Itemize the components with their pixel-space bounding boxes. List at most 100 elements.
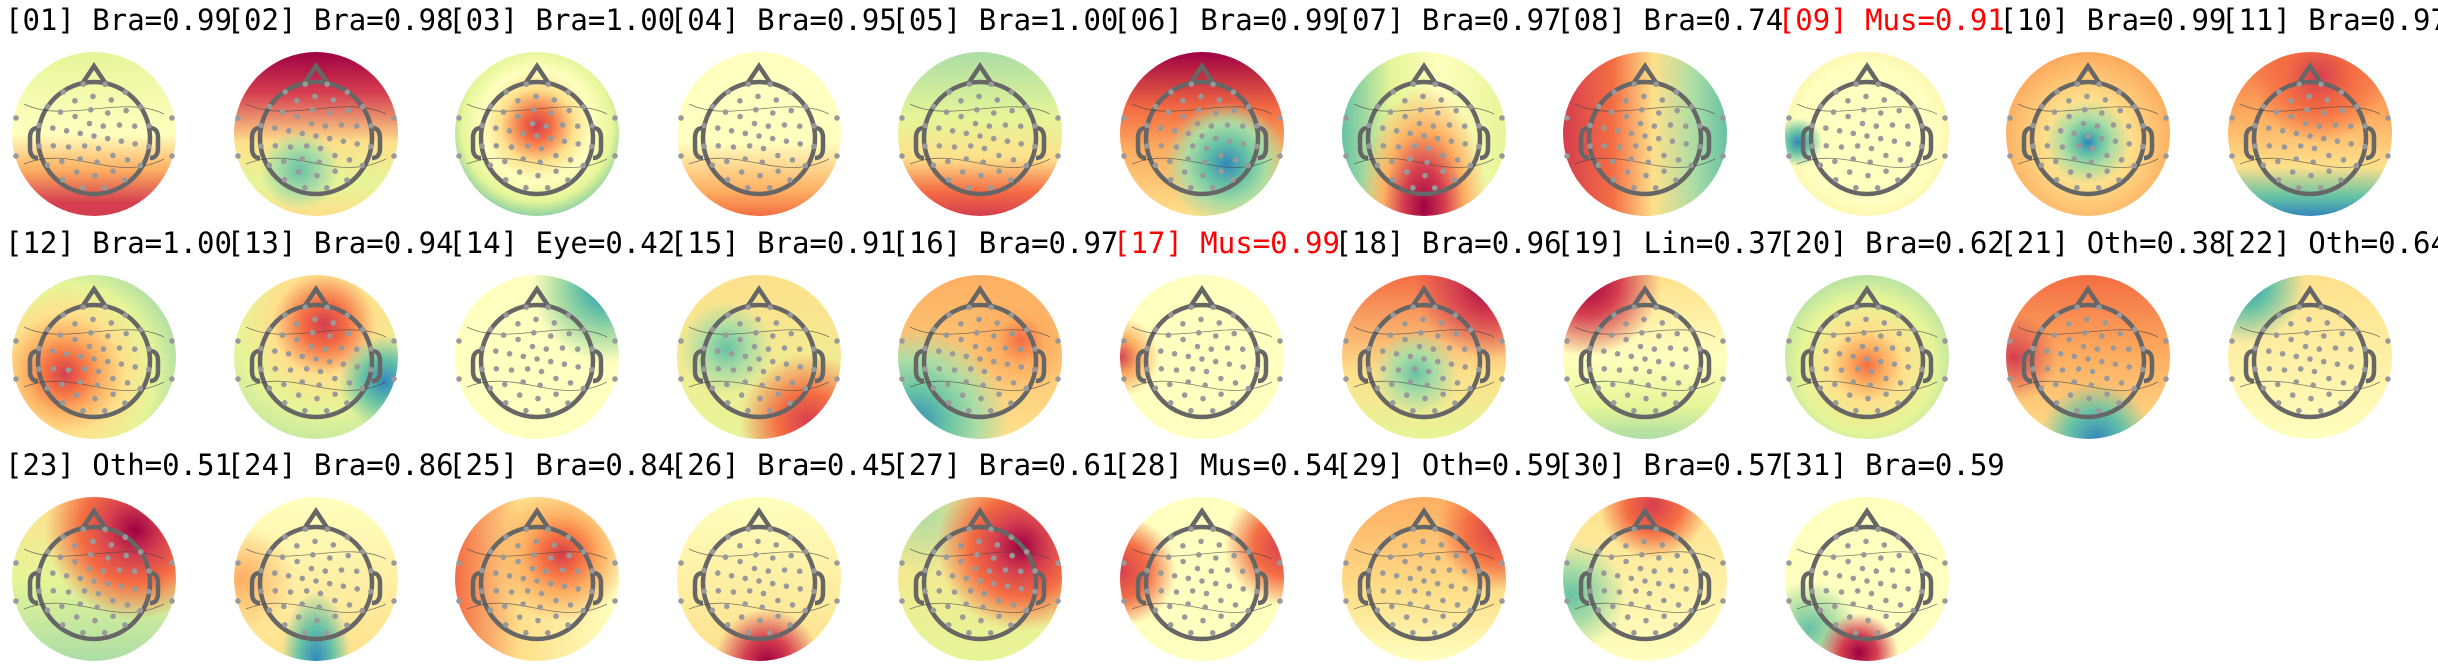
electrode-dot (1194, 343, 1201, 349)
electrode-dot (110, 597, 116, 604)
electrode-dot (1451, 622, 1458, 628)
electrode-dot (581, 104, 587, 110)
electrode-dot (1173, 144, 1180, 150)
electrode-dot (1224, 344, 1231, 351)
electrode-dot (755, 355, 762, 362)
electrode-dot (833, 153, 840, 159)
electrode-dot (1055, 115, 1062, 121)
electrode-dot (493, 588, 500, 594)
electrode-dot (1889, 567, 1896, 573)
electrode-dot (1809, 122, 1815, 129)
electrode-dot (322, 123, 328, 129)
electrode-dot (1673, 311, 1680, 318)
electrode-dot (730, 144, 737, 150)
electrode-dot (2293, 156, 2299, 162)
electrode-dot (309, 107, 316, 113)
electrode-dot (353, 141, 360, 147)
electrode-dot (2338, 177, 2344, 183)
electrode-dot (1823, 365, 1829, 372)
electrode-dot (1158, 588, 1165, 594)
electrode-dot (2071, 378, 2078, 385)
component-topomap: [18] Bra=0.96 (1330, 223, 1562, 445)
electrode-dot (677, 153, 684, 159)
electrode-dot (982, 368, 988, 374)
electrode-dot (1189, 365, 1196, 372)
electrode-dot (1401, 320, 1408, 327)
electrode-dot (1173, 589, 1180, 595)
electrode-dot (1873, 123, 1879, 129)
electrode-dot (2007, 115, 2014, 121)
component-topomap: [21] Oth=0.38 (1994, 223, 2226, 445)
electrode-dot (922, 588, 929, 594)
electrode-dot (1689, 104, 1695, 110)
electrode-dot (44, 162, 51, 168)
electrode-dot (2307, 355, 2313, 362)
electrode-dot (88, 552, 94, 558)
electrode-dot (1683, 123, 1689, 129)
electrode-dot (1461, 345, 1468, 352)
electrode-dot (1641, 93, 1647, 100)
electrode-dot (2140, 143, 2147, 150)
electrode-dot (1850, 353, 1856, 359)
electrode-dot (2334, 360, 2341, 367)
electrode-dot (754, 538, 761, 545)
electrode-dot (2099, 135, 2105, 142)
electrode-dot (980, 604, 987, 610)
electrode-dot (1863, 133, 1870, 139)
electrode-dot (2163, 153, 2170, 159)
electrode-dot (2288, 113, 2294, 120)
electrode-dot (1231, 330, 1237, 336)
component-label: [16] Bra=0.97 (891, 225, 1119, 260)
electrode-dot (1667, 344, 1674, 351)
electrode-dot (2082, 329, 2088, 336)
electrode-dot (1171, 128, 1178, 134)
head-outline-icon (899, 61, 1062, 197)
electrode-dot (36, 143, 42, 149)
electrode-dot (1808, 365, 1815, 372)
head-outline-icon (1121, 506, 1283, 642)
electrode-dot (2117, 107, 2124, 114)
component-topomap: [19] Lin=0.37 (1551, 223, 1783, 445)
electrode-dot (1380, 143, 1386, 149)
electrode-dot (2302, 343, 2309, 349)
electrode-dot (1200, 172, 1206, 179)
electrode-dot (36, 567, 42, 574)
electrode-dot (2260, 162, 2267, 168)
electrode-dot (565, 311, 572, 318)
electrode-dot (313, 617, 320, 624)
electrode-dot (1434, 110, 1441, 116)
electrode-dot (1419, 538, 1426, 545)
electrode-dot (479, 143, 485, 149)
component-topomap: [06] Bra=0.99 (1108, 0, 1340, 222)
electrode-dot (2104, 375, 2111, 381)
electrode-dot (2007, 153, 2014, 159)
electrode-dot (271, 347, 278, 354)
electrode-dot (367, 345, 374, 352)
electrode-dot (1623, 320, 1629, 327)
electrode-dot (1180, 543, 1186, 549)
electrode-dot (1395, 366, 1401, 373)
electrode-dot (1434, 358, 1441, 364)
electrode-dot (1425, 590, 1431, 597)
electrode-dot (1032, 143, 1039, 150)
electrode-dot (1882, 375, 1889, 381)
electrode-dot (1374, 326, 1380, 332)
electrode-dot (1431, 630, 1438, 636)
electrode-dot (553, 375, 559, 381)
electrode-dot (2275, 158, 2281, 165)
electrode-dot (991, 332, 997, 339)
electrode-dot (566, 552, 573, 559)
electrode-dot (745, 303, 751, 310)
electrode-dot (1891, 360, 1897, 367)
electrode-dot (1152, 607, 1159, 613)
electrode-dot (323, 407, 330, 414)
electrode-dot (1564, 375, 1570, 382)
electrode-dot (1023, 162, 1030, 169)
component-topomap: [13] Bra=0.94 (222, 223, 454, 445)
electrode-dot (2066, 98, 2073, 104)
electrode-dot (537, 159, 544, 165)
electrode-dot (1498, 337, 1505, 344)
electrode-dot (930, 607, 937, 613)
electrode-dot (1720, 337, 1726, 344)
electrode-dot (786, 399, 793, 406)
